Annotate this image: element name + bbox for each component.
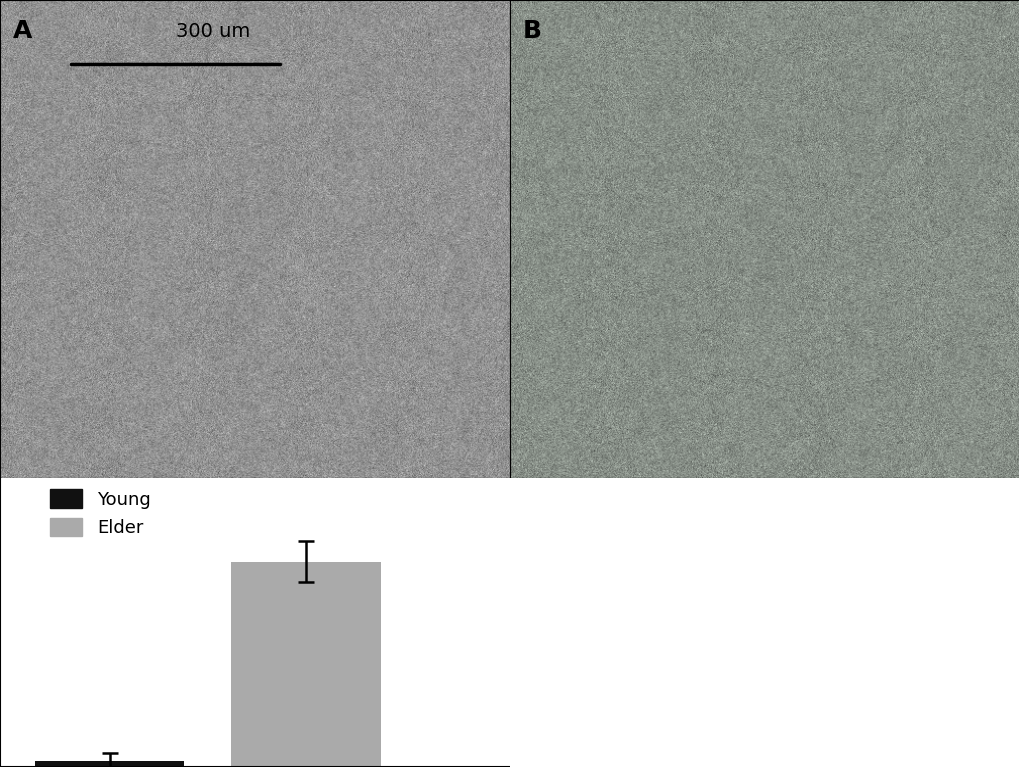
- Legend: Young, Elder: Young, Elder: [50, 489, 151, 537]
- Text: 300 um: 300 um: [175, 21, 250, 41]
- Text: B: B: [523, 19, 541, 43]
- Bar: [231, 561, 380, 767]
- Text: A: A: [13, 19, 32, 43]
- Bar: [36, 761, 184, 767]
